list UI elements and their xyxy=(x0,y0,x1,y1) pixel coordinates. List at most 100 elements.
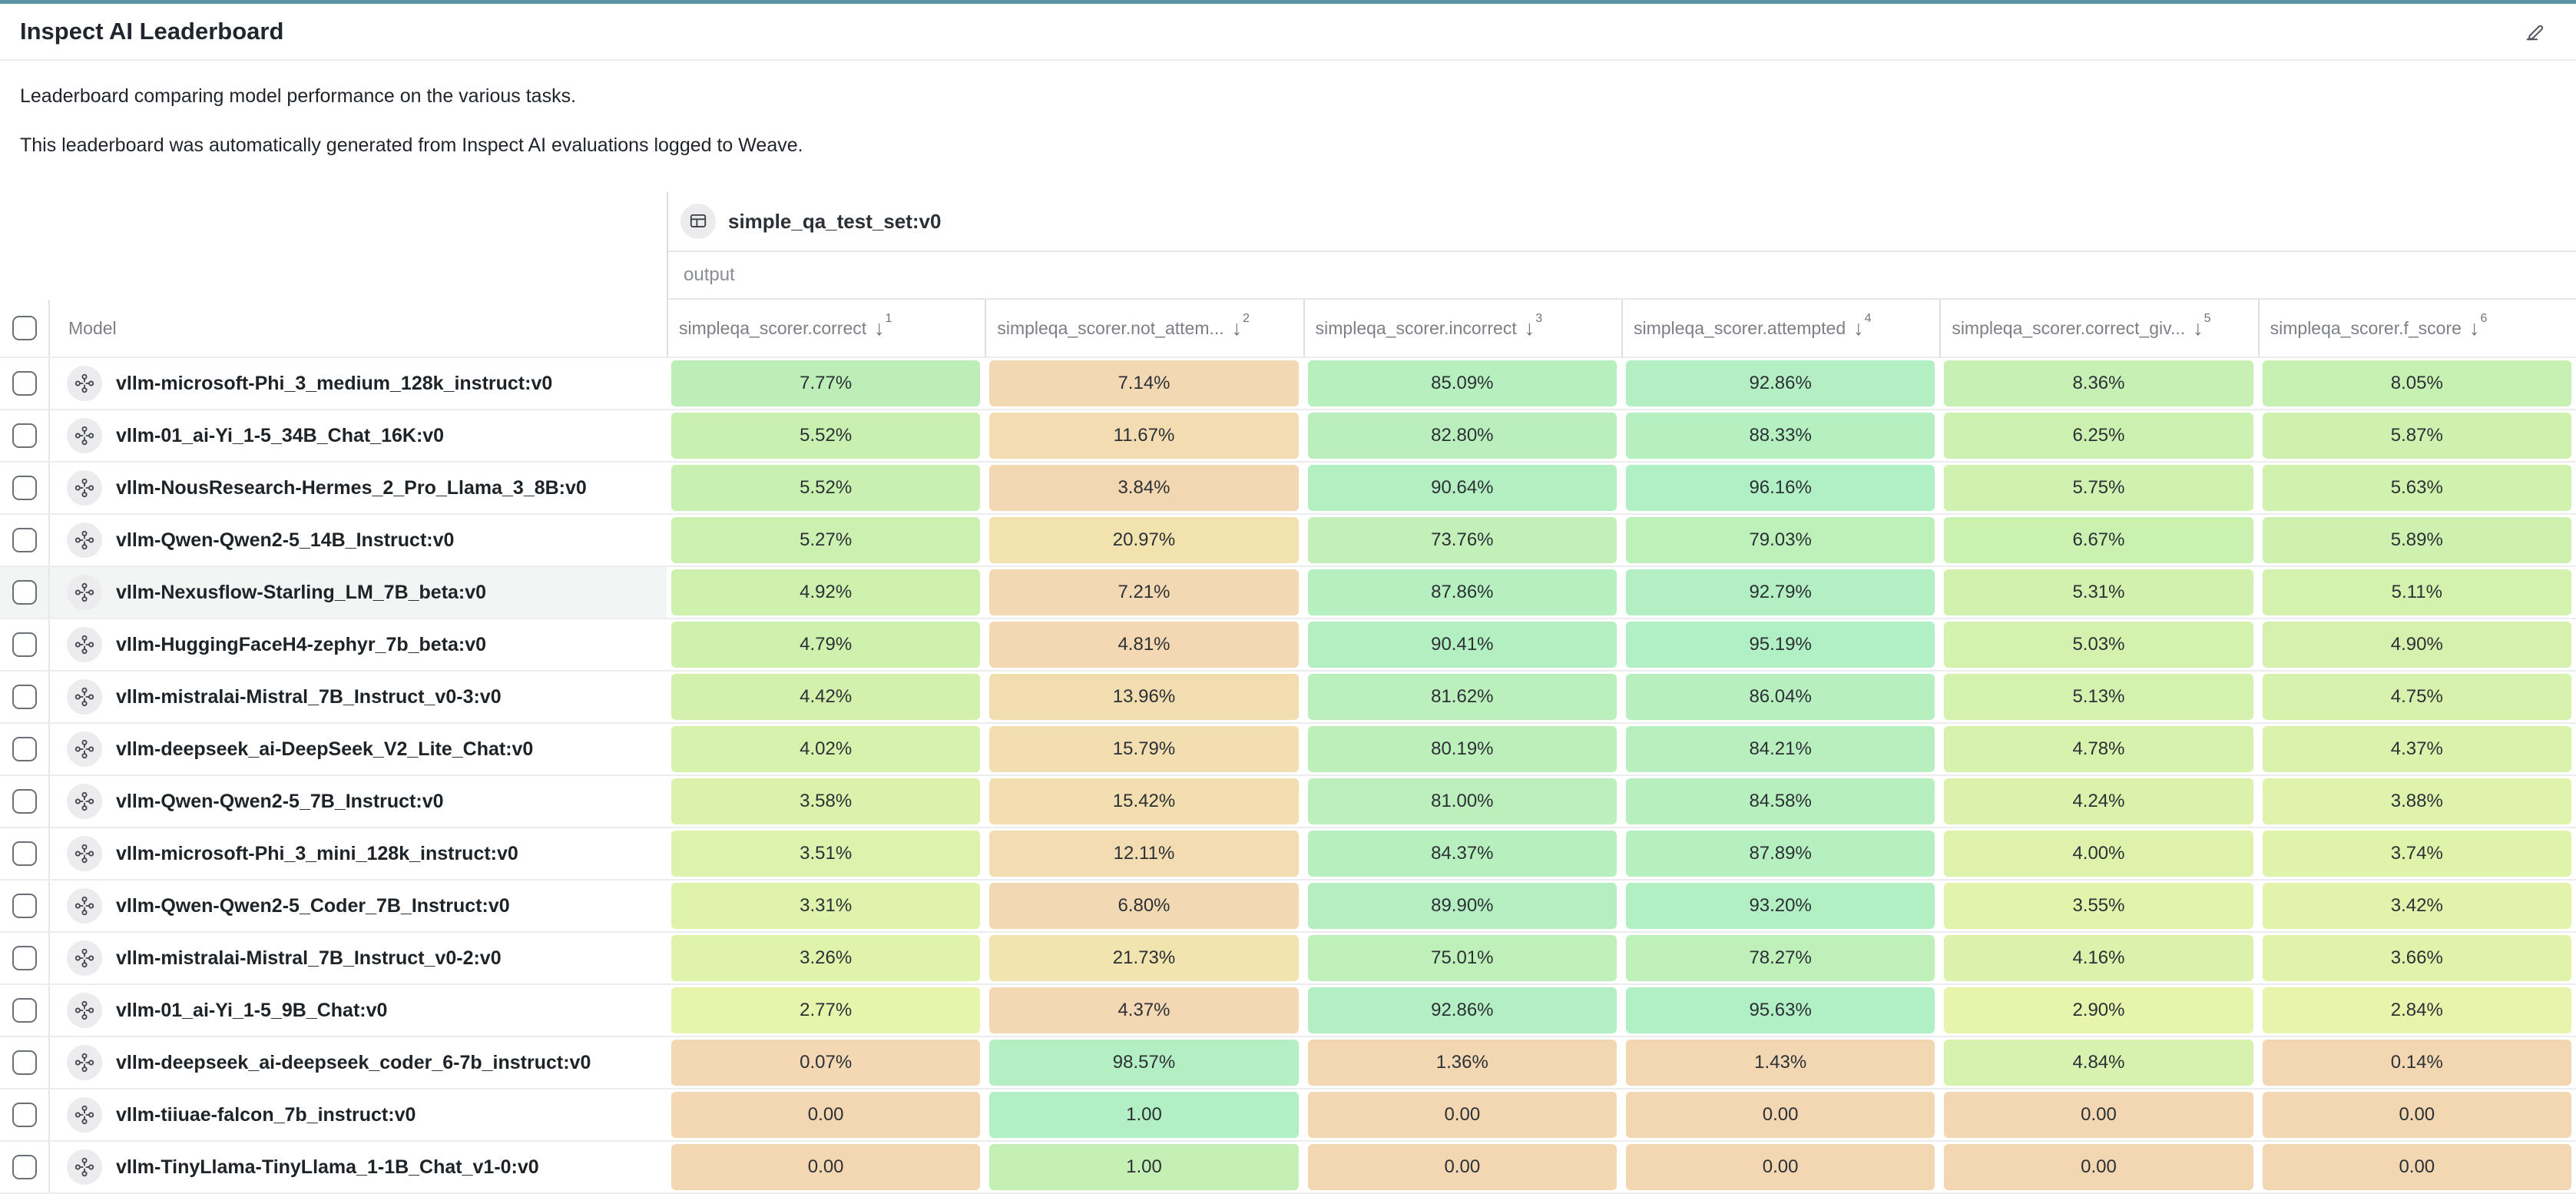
sort-desc-icon: ↓ xyxy=(874,316,885,340)
row-checkbox[interactable] xyxy=(12,632,37,657)
score-value: 96.16% xyxy=(1625,465,1935,511)
edit-button[interactable] xyxy=(2516,13,2553,50)
score-cell: 6.67% xyxy=(1939,515,2257,565)
model-name[interactable]: vllm-mistralai-Mistral_7B_Instruct_v0-3:… xyxy=(116,685,502,708)
score-value: 21.73% xyxy=(989,935,1299,981)
score-value: 84.58% xyxy=(1625,778,1935,824)
column-header-model: Model xyxy=(68,317,117,338)
score-value: 6.25% xyxy=(1944,413,2253,459)
score-value: 4.24% xyxy=(1944,778,2253,824)
score-value: 82.80% xyxy=(1307,413,1617,459)
column-header[interactable]: simpleqa_scorer.correct_giv... ↓ 5 xyxy=(1939,300,2257,357)
score-cell: 3.26% xyxy=(667,933,985,983)
score-value: 1.43% xyxy=(1625,1040,1935,1086)
model-name[interactable]: vllm-Qwen-Qwen2-5_7B_Instruct:v0 xyxy=(116,790,444,812)
row-checkbox[interactable] xyxy=(12,685,37,709)
score-value: 95.19% xyxy=(1625,622,1935,668)
model-name[interactable]: vllm-deepseek_ai-deepseek_coder_6-7b_ins… xyxy=(116,1051,591,1073)
column-header[interactable]: simpleqa_scorer.f_score ↓ 6 xyxy=(2257,300,2576,357)
model-cell: vllm-01_ai-Yi_1-5_9B_Chat:v0 xyxy=(50,985,667,1036)
table-row: vllm-Qwen-Qwen2-5_7B_Instruct:v0 3.58% 15.… xyxy=(0,774,2576,827)
score-cell: 86.04% xyxy=(1621,672,1939,722)
output-label: output xyxy=(667,252,2576,300)
score-cell: 92.86% xyxy=(1621,358,1939,409)
row-checkbox[interactable] xyxy=(12,1103,37,1127)
score-value: 88.33% xyxy=(1625,413,1935,459)
column-header-label: simpleqa_scorer.incorrect xyxy=(1315,317,1517,338)
select-all-checkbox[interactable] xyxy=(12,316,37,340)
row-checkbox[interactable] xyxy=(12,789,37,814)
sort-indicator: ↓ 3 xyxy=(1524,312,1542,340)
table-row: vllm-mistralai-Mistral_7B_Instruct_v0-3:… xyxy=(0,670,2576,722)
row-checkbox-cell xyxy=(0,776,50,827)
model-cell: vllm-Qwen-Qwen2-5_Coder_7B_Instruct:v0 xyxy=(50,881,667,931)
score-cell: 3.58% xyxy=(667,776,985,827)
table-row: vllm-deepseek_ai-deepseek_coder_6-7b_ins… xyxy=(0,1036,2576,1088)
model-name[interactable]: vllm-Nexusflow-Starling_LM_7B_beta:v0 xyxy=(116,581,487,603)
score-cell: 13.96% xyxy=(985,672,1303,722)
sort-indicator: ↓ 1 xyxy=(874,312,892,340)
table-row: vllm-HuggingFaceH4-zephyr_7b_beta:v0 4.79… xyxy=(0,618,2576,670)
score-cell: 87.89% xyxy=(1621,828,1939,879)
row-checkbox[interactable] xyxy=(12,946,37,970)
model-name[interactable]: vllm-mistralai-Mistral_7B_Instruct_v0-2:… xyxy=(116,947,502,969)
sort-order-number: 3 xyxy=(1535,311,1543,325)
score-cell: 5.11% xyxy=(2258,567,2576,618)
model-name[interactable]: vllm-Qwen-Qwen2-5_Coder_7B_Instruct:v0 xyxy=(116,894,510,917)
score-value: 75.01% xyxy=(1307,935,1617,981)
score-value: 2.77% xyxy=(671,987,981,1033)
score-cell: 0.00 xyxy=(1939,1142,2257,1192)
score-value: 0.07% xyxy=(671,1040,981,1086)
model-name[interactable]: vllm-deepseek_ai-DeepSeek_V2_Lite_Chat:v… xyxy=(116,738,534,760)
row-checkbox-cell xyxy=(0,933,50,983)
score-cell: 0.14% xyxy=(2258,1037,2576,1088)
model-name[interactable]: vllm-microsoft-Phi_3_medium_128k_instruc… xyxy=(116,372,553,394)
model-name[interactable]: vllm-Qwen-Qwen2-5_14B_Instruct:v0 xyxy=(116,529,455,551)
row-checkbox[interactable] xyxy=(12,894,37,918)
score-value: 90.64% xyxy=(1307,465,1617,511)
column-header[interactable]: simpleqa_scorer.attempted ↓ 4 xyxy=(1621,300,1939,357)
row-checkbox[interactable] xyxy=(12,423,37,448)
score-value: 4.92% xyxy=(671,569,981,615)
score-cell: 5.75% xyxy=(1939,463,2257,513)
row-checkbox[interactable] xyxy=(12,476,37,500)
row-checkbox[interactable] xyxy=(12,737,37,761)
model-name[interactable]: vllm-tiiuae-falcon_7b_instruct:v0 xyxy=(116,1103,416,1126)
model-cell: vllm-TinyLlama-TinyLlama_1-1B_Chat_v1-0:… xyxy=(50,1142,667,1192)
score-cell: 4.81% xyxy=(985,619,1303,670)
score-value: 4.16% xyxy=(1944,935,2253,981)
score-cell: 2.90% xyxy=(1939,985,2257,1036)
description-block: Leaderboard comparing model performance … xyxy=(0,61,2576,192)
row-checkbox[interactable] xyxy=(12,528,37,552)
column-header[interactable]: simpleqa_scorer.not_attem... ↓ 2 xyxy=(985,300,1303,357)
row-checkbox[interactable] xyxy=(12,841,37,866)
column-header[interactable]: simpleqa_scorer.correct ↓ 1 xyxy=(667,300,985,357)
score-value: 80.19% xyxy=(1307,726,1617,772)
model-name[interactable]: vllm-01_ai-Yi_1-5_9B_Chat:v0 xyxy=(116,999,388,1021)
sort-desc-icon: ↓ xyxy=(1524,316,1535,340)
row-checkbox[interactable] xyxy=(12,580,37,605)
model-name[interactable]: vllm-HuggingFaceH4-zephyr_7b_beta:v0 xyxy=(116,633,487,655)
score-value: 0.00 xyxy=(1625,1092,1935,1138)
model-name[interactable]: vllm-NousResearch-Hermes_2_Pro_Llama_3_8… xyxy=(116,476,587,499)
score-value: 4.37% xyxy=(989,987,1299,1033)
model-icon xyxy=(67,888,102,924)
model-icon xyxy=(67,1097,102,1133)
model-icon xyxy=(67,575,102,610)
row-checkbox[interactable] xyxy=(12,371,37,396)
score-cell: 3.74% xyxy=(2258,828,2576,879)
column-header[interactable]: simpleqa_scorer.incorrect ↓ 3 xyxy=(1303,300,1621,357)
score-cell: 6.25% xyxy=(1939,410,2257,461)
row-checkbox[interactable] xyxy=(12,1050,37,1075)
row-checkbox-cell xyxy=(0,985,50,1036)
model-name[interactable]: vllm-TinyLlama-TinyLlama_1-1B_Chat_v1-0:… xyxy=(116,1156,539,1178)
score-cell: 85.09% xyxy=(1303,358,1621,409)
row-checkbox[interactable] xyxy=(12,998,37,1023)
dataset-group-header: simple_qa_test_set:v0 xyxy=(667,192,2576,252)
score-cell: 0.00 xyxy=(1621,1090,1939,1140)
model-name[interactable]: vllm-01_ai-Yi_1-5_34B_Chat_16K:v0 xyxy=(116,424,445,446)
model-name[interactable]: vllm-microsoft-Phi_3_mini_128k_instruct:… xyxy=(116,842,518,864)
sort-order-number: 6 xyxy=(2480,311,2488,325)
score-value: 15.42% xyxy=(989,778,1299,824)
row-checkbox[interactable] xyxy=(12,1155,37,1179)
